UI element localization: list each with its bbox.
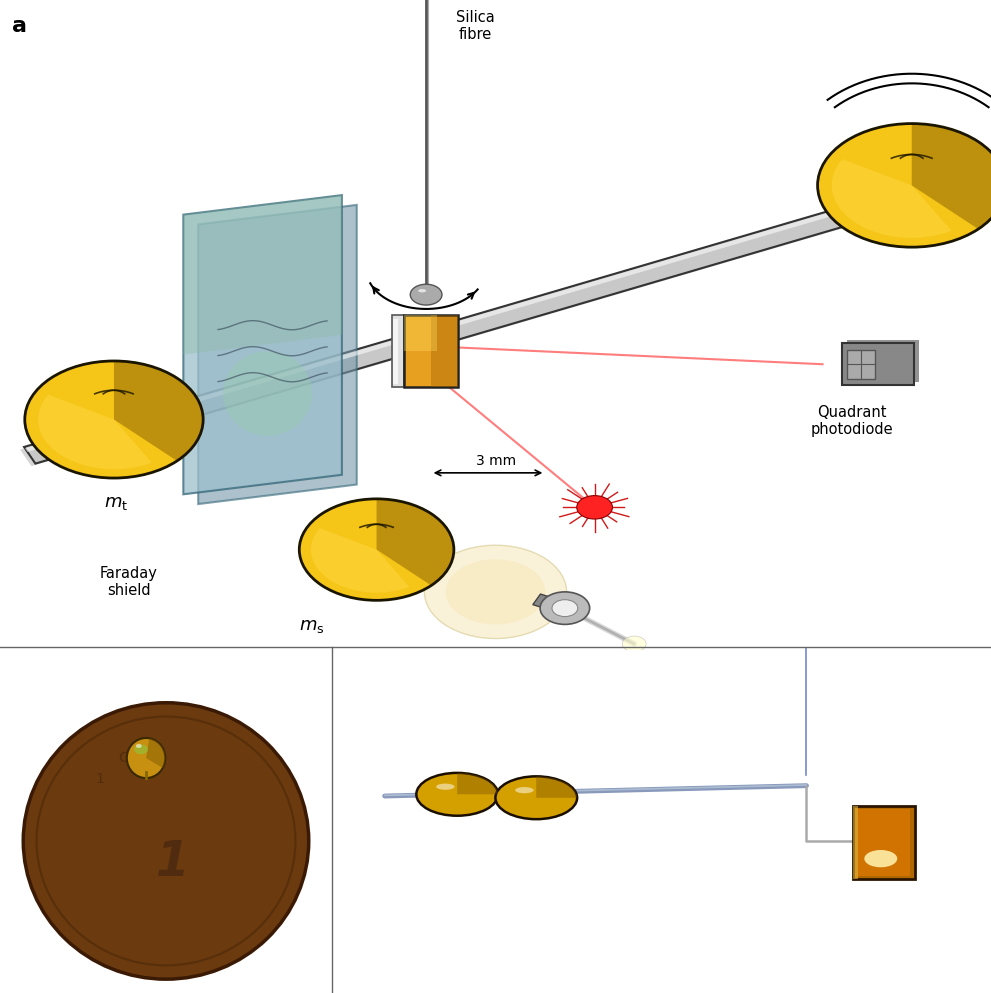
Ellipse shape: [223, 352, 312, 436]
Bar: [847, 340, 919, 382]
Circle shape: [410, 284, 442, 305]
Circle shape: [446, 559, 545, 625]
Circle shape: [577, 496, 612, 519]
Bar: [392, 319, 397, 383]
Bar: [431, 316, 458, 387]
Polygon shape: [183, 196, 342, 355]
Text: 1: 1: [156, 838, 189, 886]
Bar: [404, 316, 458, 387]
Text: a: a: [12, 16, 27, 37]
Bar: [391, 316, 404, 387]
Wedge shape: [377, 498, 454, 586]
Text: $m_{\mathrm{t}}$: $m_{\mathrm{t}}$: [104, 495, 128, 512]
Bar: [847, 350, 875, 378]
Circle shape: [299, 498, 454, 601]
Circle shape: [622, 637, 646, 651]
Ellipse shape: [436, 783, 455, 789]
Polygon shape: [198, 205, 357, 504]
Circle shape: [540, 592, 590, 625]
Polygon shape: [183, 196, 342, 495]
Ellipse shape: [515, 787, 533, 793]
Text: 3 mm: 3 mm: [476, 454, 515, 468]
Circle shape: [299, 498, 454, 601]
Bar: [858, 809, 910, 876]
Ellipse shape: [134, 745, 148, 755]
Wedge shape: [457, 773, 498, 794]
Bar: [404, 316, 436, 352]
Text: Quadrant
photodiode: Quadrant photodiode: [811, 405, 894, 437]
Text: 1: 1: [95, 772, 104, 785]
Wedge shape: [311, 528, 409, 593]
Text: b: b: [20, 671, 36, 692]
Circle shape: [552, 600, 578, 617]
Text: C: C: [118, 751, 128, 765]
Wedge shape: [146, 738, 165, 768]
Circle shape: [818, 123, 991, 247]
Circle shape: [127, 738, 165, 779]
Bar: [852, 806, 916, 879]
Bar: [852, 806, 858, 879]
Wedge shape: [114, 361, 203, 461]
Polygon shape: [533, 594, 569, 614]
Circle shape: [818, 123, 991, 247]
Polygon shape: [32, 185, 967, 464]
Ellipse shape: [418, 289, 426, 292]
Text: Silica
fibre: Silica fibre: [456, 10, 496, 42]
Polygon shape: [25, 175, 959, 452]
Wedge shape: [536, 777, 577, 797]
Wedge shape: [39, 394, 152, 470]
Wedge shape: [831, 159, 951, 238]
Polygon shape: [20, 177, 963, 466]
Circle shape: [416, 773, 498, 815]
Circle shape: [25, 361, 203, 478]
Circle shape: [25, 361, 203, 478]
Text: $m_{\mathrm{s}}$: $m_{\mathrm{s}}$: [299, 617, 325, 635]
Wedge shape: [912, 123, 991, 229]
Text: Faraday
shield: Faraday shield: [100, 566, 158, 598]
Polygon shape: [24, 174, 967, 464]
Bar: [842, 344, 914, 385]
Circle shape: [496, 777, 577, 819]
Ellipse shape: [136, 744, 142, 748]
Ellipse shape: [23, 703, 309, 979]
Circle shape: [424, 545, 567, 638]
Text: c: c: [359, 671, 372, 692]
Circle shape: [864, 850, 897, 867]
